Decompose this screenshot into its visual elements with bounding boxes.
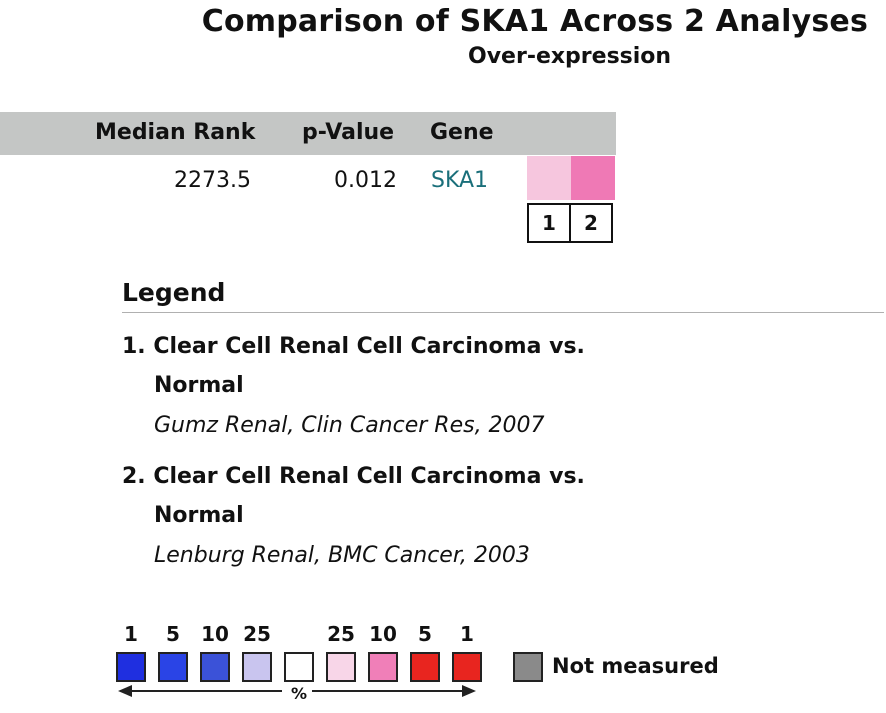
- legend-entry-2-title: 2. Clear Cell Renal Cell Carcinoma vs.: [122, 464, 585, 489]
- not-measured-swatch: [513, 652, 543, 682]
- scale-label-4: 25: [243, 622, 271, 646]
- chart-subtitle: Over-expression: [468, 44, 672, 69]
- heat-cell-analysis-2[interactable]: [571, 156, 615, 200]
- scale-label-6: 25: [327, 622, 355, 646]
- scale-swatch-5: [284, 652, 314, 682]
- legend-entry-1-title: 1. Clear Cell Renal Cell Carcinoma vs.: [122, 334, 585, 359]
- scale-label-8: 5: [418, 622, 432, 646]
- scale-label-2: 5: [166, 622, 180, 646]
- analysis-number-1[interactable]: 1: [527, 203, 571, 243]
- scale-swatch-6: [326, 652, 356, 682]
- scale-label-7: 10: [369, 622, 397, 646]
- scale-swatch-4: [242, 652, 272, 682]
- legend-divider: [122, 312, 884, 313]
- heat-cell-analysis-1[interactable]: [527, 156, 571, 200]
- header-p-value: p-Value: [302, 120, 395, 145]
- scale-label-1: 1: [124, 622, 138, 646]
- legend-entry-2-citation[interactable]: Lenburg Renal, BMC Cancer, 2003: [154, 543, 530, 568]
- scale-swatch-2: [158, 652, 188, 682]
- scale-swatch-3: [200, 652, 230, 682]
- gene-link[interactable]: SKA1: [431, 168, 489, 193]
- table-header-band: [0, 112, 616, 155]
- analysis-number-2[interactable]: 2: [569, 203, 613, 243]
- scale-swatch-1: [116, 652, 146, 682]
- header-median-rank: Median Rank: [95, 120, 256, 145]
- scale-swatch-7: [368, 652, 398, 682]
- legend-entry-2-title-cont: Normal: [154, 503, 244, 528]
- legend-entry-1-citation[interactable]: Gumz Renal, Clin Cancer Res, 2007: [154, 413, 545, 438]
- chart-title: Comparison of SKA1 Across 2 Analyses: [201, 4, 868, 39]
- left-arrow-head: [118, 685, 132, 697]
- legend-title: Legend: [122, 278, 226, 307]
- scale-label-9: 1: [460, 622, 474, 646]
- scale-swatch-9: [452, 652, 482, 682]
- scale-arrows: [118, 685, 476, 697]
- percent-symbol: %: [291, 684, 308, 703]
- legend-entry-1-title-cont: Normal: [154, 373, 244, 398]
- scale-label-3: 10: [201, 622, 229, 646]
- median-rank-value: 2273.5: [174, 168, 251, 193]
- scale-swatch-8: [410, 652, 440, 682]
- header-gene: Gene: [430, 120, 494, 145]
- p-value-value: 0.012: [334, 168, 397, 193]
- not-measured-label: Not measured: [552, 654, 719, 678]
- right-arrow-head: [462, 685, 476, 697]
